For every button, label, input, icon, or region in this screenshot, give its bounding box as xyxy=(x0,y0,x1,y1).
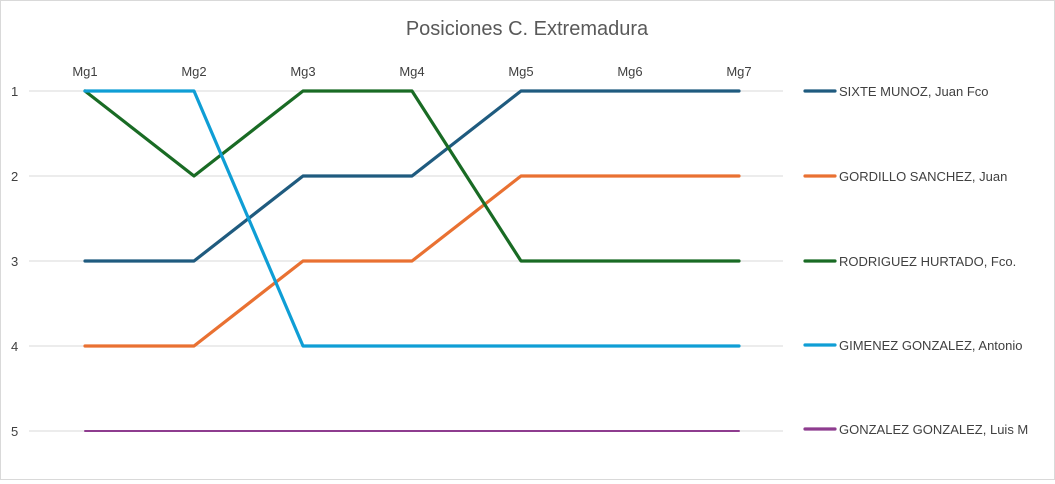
legend-label: RODRIGUEZ HURTADO, Fco. xyxy=(839,254,1016,269)
legend-label: GONZALEZ GONZALEZ, Luis M xyxy=(839,422,1028,437)
legend-label: SIXTE MUNOZ, Juan Fco xyxy=(839,84,989,99)
x-tick-label: Mg2 xyxy=(181,64,206,79)
y-tick-label: 5 xyxy=(11,424,18,439)
legend-item: SIXTE MUNOZ, Juan Fco xyxy=(803,84,989,99)
x-tick-label: Mg3 xyxy=(290,64,315,79)
y-tick-label: 2 xyxy=(11,169,18,184)
series-lines xyxy=(83,89,741,432)
legend-label: GIMENEZ GONZALEZ, Antonio xyxy=(839,338,1023,353)
x-tick-label: Mg1 xyxy=(72,64,97,79)
y-tick-label: 1 xyxy=(11,84,18,99)
legend-item: GORDILLO SANCHEZ, Juan xyxy=(803,169,1007,184)
x-tick-label: Mg4 xyxy=(399,64,424,79)
series-line-1 xyxy=(83,89,741,263)
x-axis-labels: Mg1 Mg2 Mg3 Mg4 Mg5 Mg6 Mg7 xyxy=(72,64,751,79)
legend-label: GORDILLO SANCHEZ, Juan xyxy=(839,169,1007,184)
series-line-3 xyxy=(83,89,741,263)
legend-item: RODRIGUEZ HURTADO, Fco. xyxy=(803,254,1016,269)
chart-title: Posiciones C. Extremadura xyxy=(406,18,649,40)
series-line-4 xyxy=(83,89,741,348)
x-tick-label: Mg6 xyxy=(617,64,642,79)
series-line-2 xyxy=(83,174,741,348)
y-tick-label: 3 xyxy=(11,254,18,269)
legend: SIXTE MUNOZ, Juan Fco GORDILLO SANCHEZ, J… xyxy=(803,84,1028,437)
legend-item: GONZALEZ GONZALEZ, Luis M xyxy=(803,422,1028,437)
x-tick-label: Mg5 xyxy=(508,64,533,79)
x-tick-label: Mg7 xyxy=(726,64,751,79)
y-tick-label: 4 xyxy=(11,339,18,354)
y-axis-labels: 1 2 3 4 5 xyxy=(11,84,18,439)
legend-item: GIMENEZ GONZALEZ, Antonio xyxy=(803,338,1023,353)
